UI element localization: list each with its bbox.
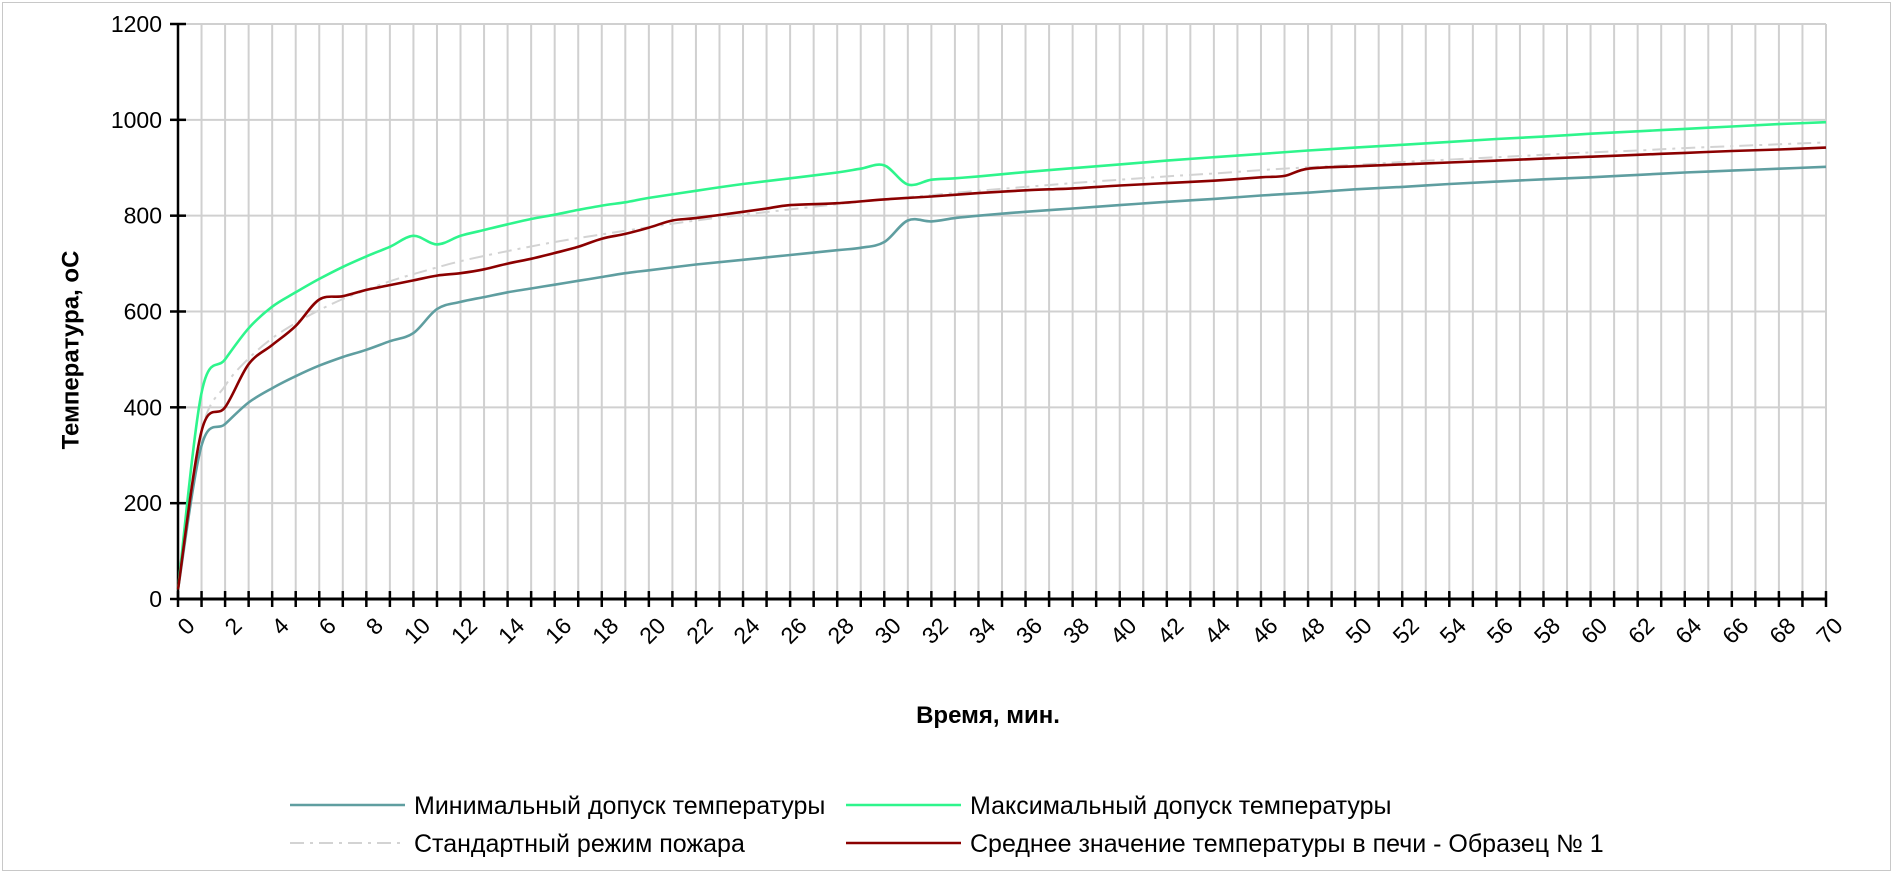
- x-tick-label: 40: [1105, 612, 1141, 648]
- x-tick-label: 64: [1670, 612, 1707, 649]
- x-tick-label: 16: [540, 612, 576, 648]
- legend-label-2: Максимальный допуск температуры: [970, 792, 1392, 820]
- x-tick-label: 44: [1199, 612, 1236, 649]
- x-tick-label: 52: [1387, 612, 1423, 648]
- x-tick-label: 32: [917, 612, 953, 648]
- x-tick-label: 28: [822, 612, 858, 648]
- y-tick-label: 800: [124, 203, 162, 229]
- y-tick-label: 1000: [111, 107, 162, 133]
- x-tick-label: 46: [1246, 612, 1282, 648]
- series-line-1: [176, 165, 1827, 590]
- x-tick-label: 14: [493, 612, 530, 649]
- x-tick-label: 0: [172, 612, 199, 639]
- x-tick-label: 56: [1482, 612, 1518, 648]
- x-tick-label: 54: [1435, 612, 1472, 649]
- x-tick-label: 12: [446, 612, 482, 648]
- y-axis-title: Температура, oC: [57, 251, 84, 450]
- x-tick-label: 4: [266, 612, 294, 640]
- x-tick-label: 24: [728, 612, 765, 649]
- x-tick-label: 8: [361, 612, 388, 639]
- x-tick-label: 18: [587, 612, 623, 648]
- x-tick-label: 30: [870, 612, 906, 648]
- x-tick-label: 26: [775, 612, 811, 648]
- x-axis-title: Время, мин.: [916, 702, 1060, 729]
- x-tick-label: 58: [1529, 612, 1565, 648]
- x-tick-label: 70: [1811, 612, 1847, 648]
- x-tick-label: 22: [681, 612, 717, 648]
- y-tick-label: 400: [124, 394, 162, 420]
- x-tick-label: 38: [1058, 612, 1094, 648]
- x-tick-label: 66: [1717, 612, 1753, 648]
- x-tick-label: 50: [1340, 612, 1376, 648]
- y-tick-label: 600: [124, 299, 162, 325]
- legend-label-3: Стандартный режим пожара: [414, 830, 745, 858]
- legend-label-1: Минимальный допуск температуры: [414, 792, 825, 820]
- x-tick-label: 48: [1293, 612, 1329, 648]
- x-tick-label: 36: [1011, 612, 1047, 648]
- x-tick-label: 6: [314, 612, 341, 639]
- x-tick-label: 42: [1152, 612, 1188, 648]
- y-tick-label: 0: [149, 586, 162, 612]
- y-tick-label: 1200: [111, 11, 162, 37]
- x-tick-label: 2: [219, 612, 246, 639]
- series-line-2: [176, 120, 1827, 590]
- legend-label-4: Среднее значение температуры в печи - Об…: [970, 830, 1604, 858]
- x-tick-label: 62: [1623, 612, 1659, 648]
- x-tick-label: 68: [1764, 612, 1800, 648]
- x-tick-label: 34: [964, 612, 1001, 649]
- x-tick-label: 10: [399, 612, 435, 648]
- x-tick-label: 20: [634, 612, 670, 648]
- x-tick-label: 60: [1576, 612, 1612, 648]
- series-line-4: [176, 146, 1827, 590]
- y-tick-label: 200: [124, 490, 162, 516]
